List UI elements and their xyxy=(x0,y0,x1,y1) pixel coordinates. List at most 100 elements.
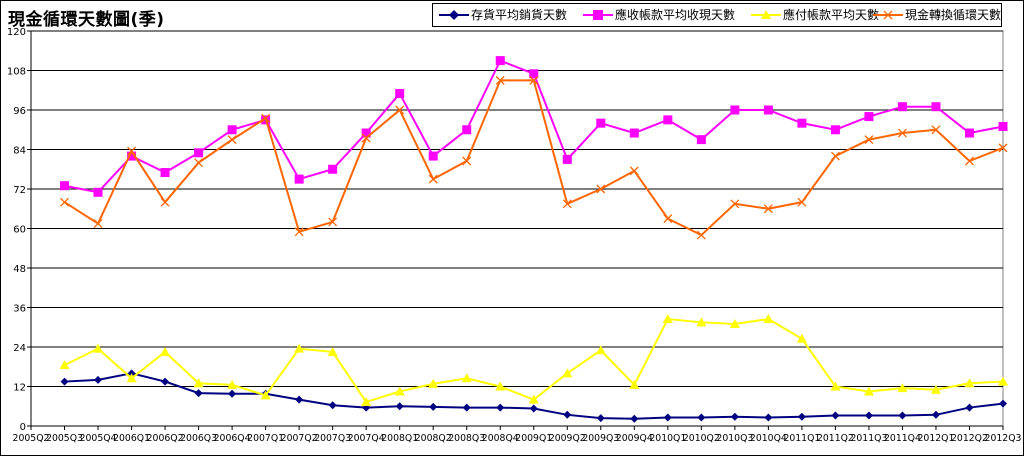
data-point-triangle xyxy=(863,386,874,396)
chart-title: 現金循環天數圖(季) xyxy=(8,10,165,30)
data-point-triangle xyxy=(964,378,975,388)
data-point-x xyxy=(529,75,539,85)
data-point-square xyxy=(127,151,137,161)
data-point-triangle xyxy=(126,373,137,383)
x-tick-label: 2011Q1 xyxy=(783,433,820,444)
x-tick-label: 2010Q1 xyxy=(649,433,686,444)
x-tick-label: 2010Q4 xyxy=(750,433,787,444)
data-point-triangle xyxy=(662,314,673,324)
data-point-x xyxy=(562,199,572,209)
data-point-triangle xyxy=(160,346,171,356)
x-tick-label: 2012Q2 xyxy=(951,433,988,444)
data-point-triangle xyxy=(629,379,640,389)
data-point-square xyxy=(194,148,204,158)
data-point-square xyxy=(596,118,606,128)
data-point-square xyxy=(529,69,539,79)
x-tick-label: 2005Q4 xyxy=(80,433,117,444)
x-tick-label: 2008Q1 xyxy=(381,433,418,444)
data-point-triangle xyxy=(562,368,573,378)
x-tick-label: 2008Q3 xyxy=(448,433,485,444)
data-point-triangle xyxy=(796,333,807,343)
data-point-diamond xyxy=(931,410,940,419)
data-point-diamond xyxy=(999,399,1007,408)
x-tick-label: 2009Q3 xyxy=(582,433,619,444)
data-point-triangle xyxy=(428,378,439,388)
data-point-square xyxy=(830,125,840,135)
data-point-triangle xyxy=(361,396,372,406)
x-tick-label: 2008Q2 xyxy=(415,433,452,444)
data-point-diamond xyxy=(898,411,907,420)
data-point-x xyxy=(897,128,907,138)
y-tick-label: 36 xyxy=(13,304,26,315)
y-tick-label: 72 xyxy=(13,185,26,196)
data-point-diamond xyxy=(328,401,337,410)
y-tick-label: 120 xyxy=(7,27,26,38)
data-point-diamond xyxy=(429,402,438,411)
data-point-square xyxy=(495,56,505,66)
data-point-diamond xyxy=(764,413,773,422)
data-point-square xyxy=(663,115,673,125)
data-point-x xyxy=(629,166,639,176)
data-point-x xyxy=(328,217,338,227)
data-point-diamond xyxy=(663,413,672,422)
data-point-square xyxy=(395,89,405,99)
data-point-diamond xyxy=(730,412,739,421)
data-point-square xyxy=(361,128,371,138)
x-tick-label: 2006Q4 xyxy=(214,433,251,444)
data-point-triangle xyxy=(461,373,472,383)
data-point-square xyxy=(897,102,907,112)
legend-label: 應收帳款平均收現天數 xyxy=(615,8,736,22)
x-tick-label: 2012Q1 xyxy=(918,433,955,444)
data-point-x xyxy=(730,199,740,209)
x-tick-label: 2007Q1 xyxy=(247,433,284,444)
data-point-triangle xyxy=(394,386,405,396)
data-point-diamond xyxy=(797,412,806,421)
x-tick-label: 2009Q1 xyxy=(515,433,552,444)
data-point-diamond xyxy=(864,411,873,420)
data-point-square xyxy=(294,174,304,184)
data-point-x xyxy=(663,214,673,224)
data-point-triangle xyxy=(998,376,1008,386)
data-point-triangle xyxy=(595,345,606,355)
legend: 存貨平均銷貨天數 應收帳款平均收現天數 應付帳款平均天數 現金轉換循環天數 xyxy=(432,3,1002,27)
data-point-triangle xyxy=(495,381,506,391)
data-point-square xyxy=(328,164,338,174)
data-point-diamond xyxy=(563,410,572,419)
data-point-x xyxy=(261,113,271,123)
data-point-triangle xyxy=(294,343,305,353)
data-point-triangle xyxy=(93,343,104,353)
data-point-x xyxy=(763,204,773,214)
y-tick-label: 0 xyxy=(20,422,26,433)
legend-diamond-marker-icon xyxy=(439,10,469,20)
data-point-x xyxy=(596,184,606,194)
data-point-square xyxy=(864,112,874,122)
data-point-triangle xyxy=(59,360,70,370)
data-point-square xyxy=(462,125,472,135)
data-point-square xyxy=(428,151,438,161)
x-tick-label: 2010Q3 xyxy=(716,433,753,444)
data-point-x xyxy=(797,197,807,207)
data-point-diamond xyxy=(161,377,170,386)
data-point-triangle xyxy=(763,314,774,324)
data-point-triangle xyxy=(528,394,539,404)
data-point-triangle xyxy=(696,317,707,327)
legend-x-marker-icon xyxy=(873,10,903,20)
data-point-x xyxy=(395,105,405,115)
y-tick-label: 12 xyxy=(13,383,26,394)
data-point-square xyxy=(629,128,639,138)
legend-square-marker-icon xyxy=(583,10,613,20)
data-point-diamond xyxy=(395,402,404,411)
data-point-diamond xyxy=(228,389,237,398)
x-tick-label: 2006Q3 xyxy=(180,433,217,444)
x-tick-label: 2005Q3 xyxy=(46,433,83,444)
x-tick-label: 2007Q2 xyxy=(281,433,318,444)
x-tick-label: 2006Q2 xyxy=(147,433,184,444)
data-point-x xyxy=(462,156,472,166)
data-point-triangle xyxy=(260,390,271,400)
x-tick-label: 2010Q2 xyxy=(683,433,720,444)
x-tick-label: 2008Q4 xyxy=(482,433,519,444)
data-point-diamond xyxy=(94,375,103,384)
data-point-triangle xyxy=(327,346,338,356)
y-tick-label: 84 xyxy=(13,146,26,157)
data-point-x xyxy=(194,158,204,168)
